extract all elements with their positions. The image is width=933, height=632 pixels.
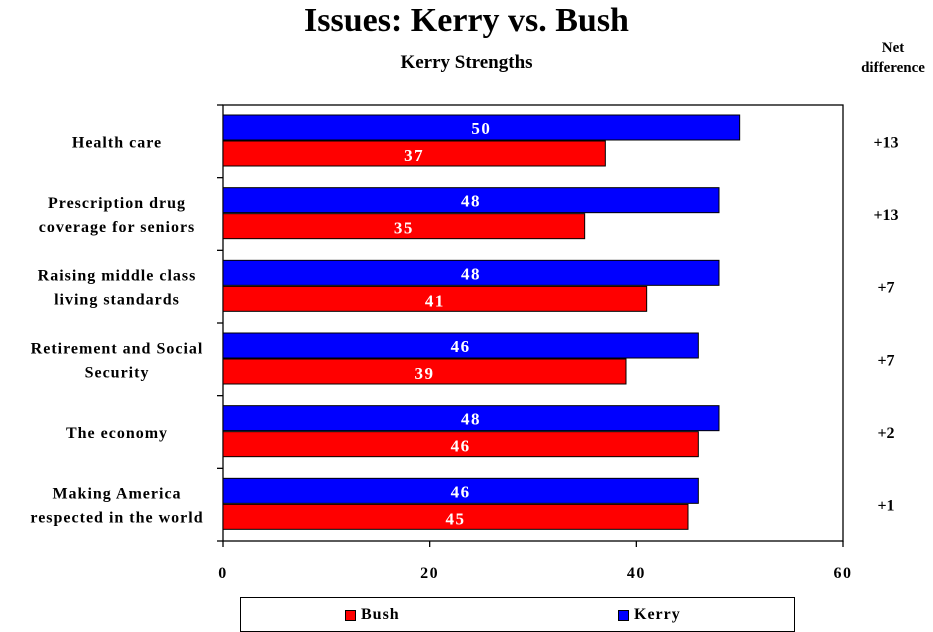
data-label-bush: 45 (446, 509, 466, 528)
legend-label-bush: Bush (361, 606, 400, 623)
bar-bush (222, 285, 648, 312)
bar-kerry (222, 187, 720, 214)
net-difference-value: +7 (877, 280, 894, 297)
data-label-bush: 35 (394, 219, 414, 238)
legend-item-bush: Bush (345, 606, 400, 624)
x-tick-label: 20 (420, 565, 439, 582)
legend-swatch-kerry (618, 609, 629, 621)
bar-kerry (222, 405, 720, 432)
data-label-kerry: 50 (471, 119, 491, 138)
bar-kerry (222, 332, 699, 359)
bar-bush (222, 358, 627, 385)
data-label-kerry: 46 (451, 337, 471, 356)
category-label: Health care (72, 134, 162, 151)
legend-label-kerry: Kerry (634, 606, 681, 623)
chart-title: Issues: Kerry vs. Bush (304, 2, 629, 39)
bar-kerry (222, 114, 741, 141)
legend-swatch-bush (345, 609, 356, 621)
data-label-bush: 37 (404, 146, 424, 165)
bar-chart: 0 20 40 60 50 37 Health care +13 48 35 Prescriptio… (30, 104, 899, 582)
data-label-bush: 46 (451, 437, 471, 456)
legend: Bush Kerry (240, 597, 795, 632)
chart-subtitle: Kerry Strengths (400, 52, 533, 73)
plot-area-border (222, 104, 844, 542)
net-difference-value: +2 (877, 425, 894, 442)
category-label: Making America (52, 486, 181, 503)
bar-bush (222, 503, 689, 530)
x-tick-label: 60 (834, 565, 853, 582)
category-label: The economy (66, 425, 168, 442)
bar-bush (222, 213, 586, 240)
net-difference-header: Net difference (861, 40, 925, 76)
category-label: respected in the world (30, 510, 203, 527)
x-tick-label: 40 (627, 565, 646, 582)
data-label-kerry: 48 (461, 410, 481, 429)
bar-bush (222, 140, 606, 167)
data-label-kerry: 48 (461, 264, 481, 283)
category-label: living standards (54, 292, 180, 309)
net-difference-value: +13 (873, 134, 898, 151)
category-label: Prescription drug (48, 195, 186, 212)
net-difference-value: +13 (873, 207, 898, 224)
data-label-bush: 41 (425, 291, 445, 310)
data-label-kerry: 46 (451, 482, 471, 501)
bar-kerry (222, 477, 699, 504)
data-label-kerry: 48 (461, 192, 481, 211)
x-tick-label: 0 (218, 565, 228, 582)
category-label: Security (85, 364, 150, 381)
data-label-bush: 39 (415, 364, 435, 383)
category-label: coverage for seniors (39, 219, 196, 236)
category-label: Retirement and Social (31, 340, 204, 357)
legend-item-kerry: Kerry (618, 606, 681, 624)
net-difference-value: +1 (877, 498, 894, 515)
bar-kerry (222, 259, 720, 286)
net-difference-value: +7 (877, 352, 894, 369)
bar-bush (222, 431, 699, 458)
category-label: Raising middle class (38, 268, 197, 285)
